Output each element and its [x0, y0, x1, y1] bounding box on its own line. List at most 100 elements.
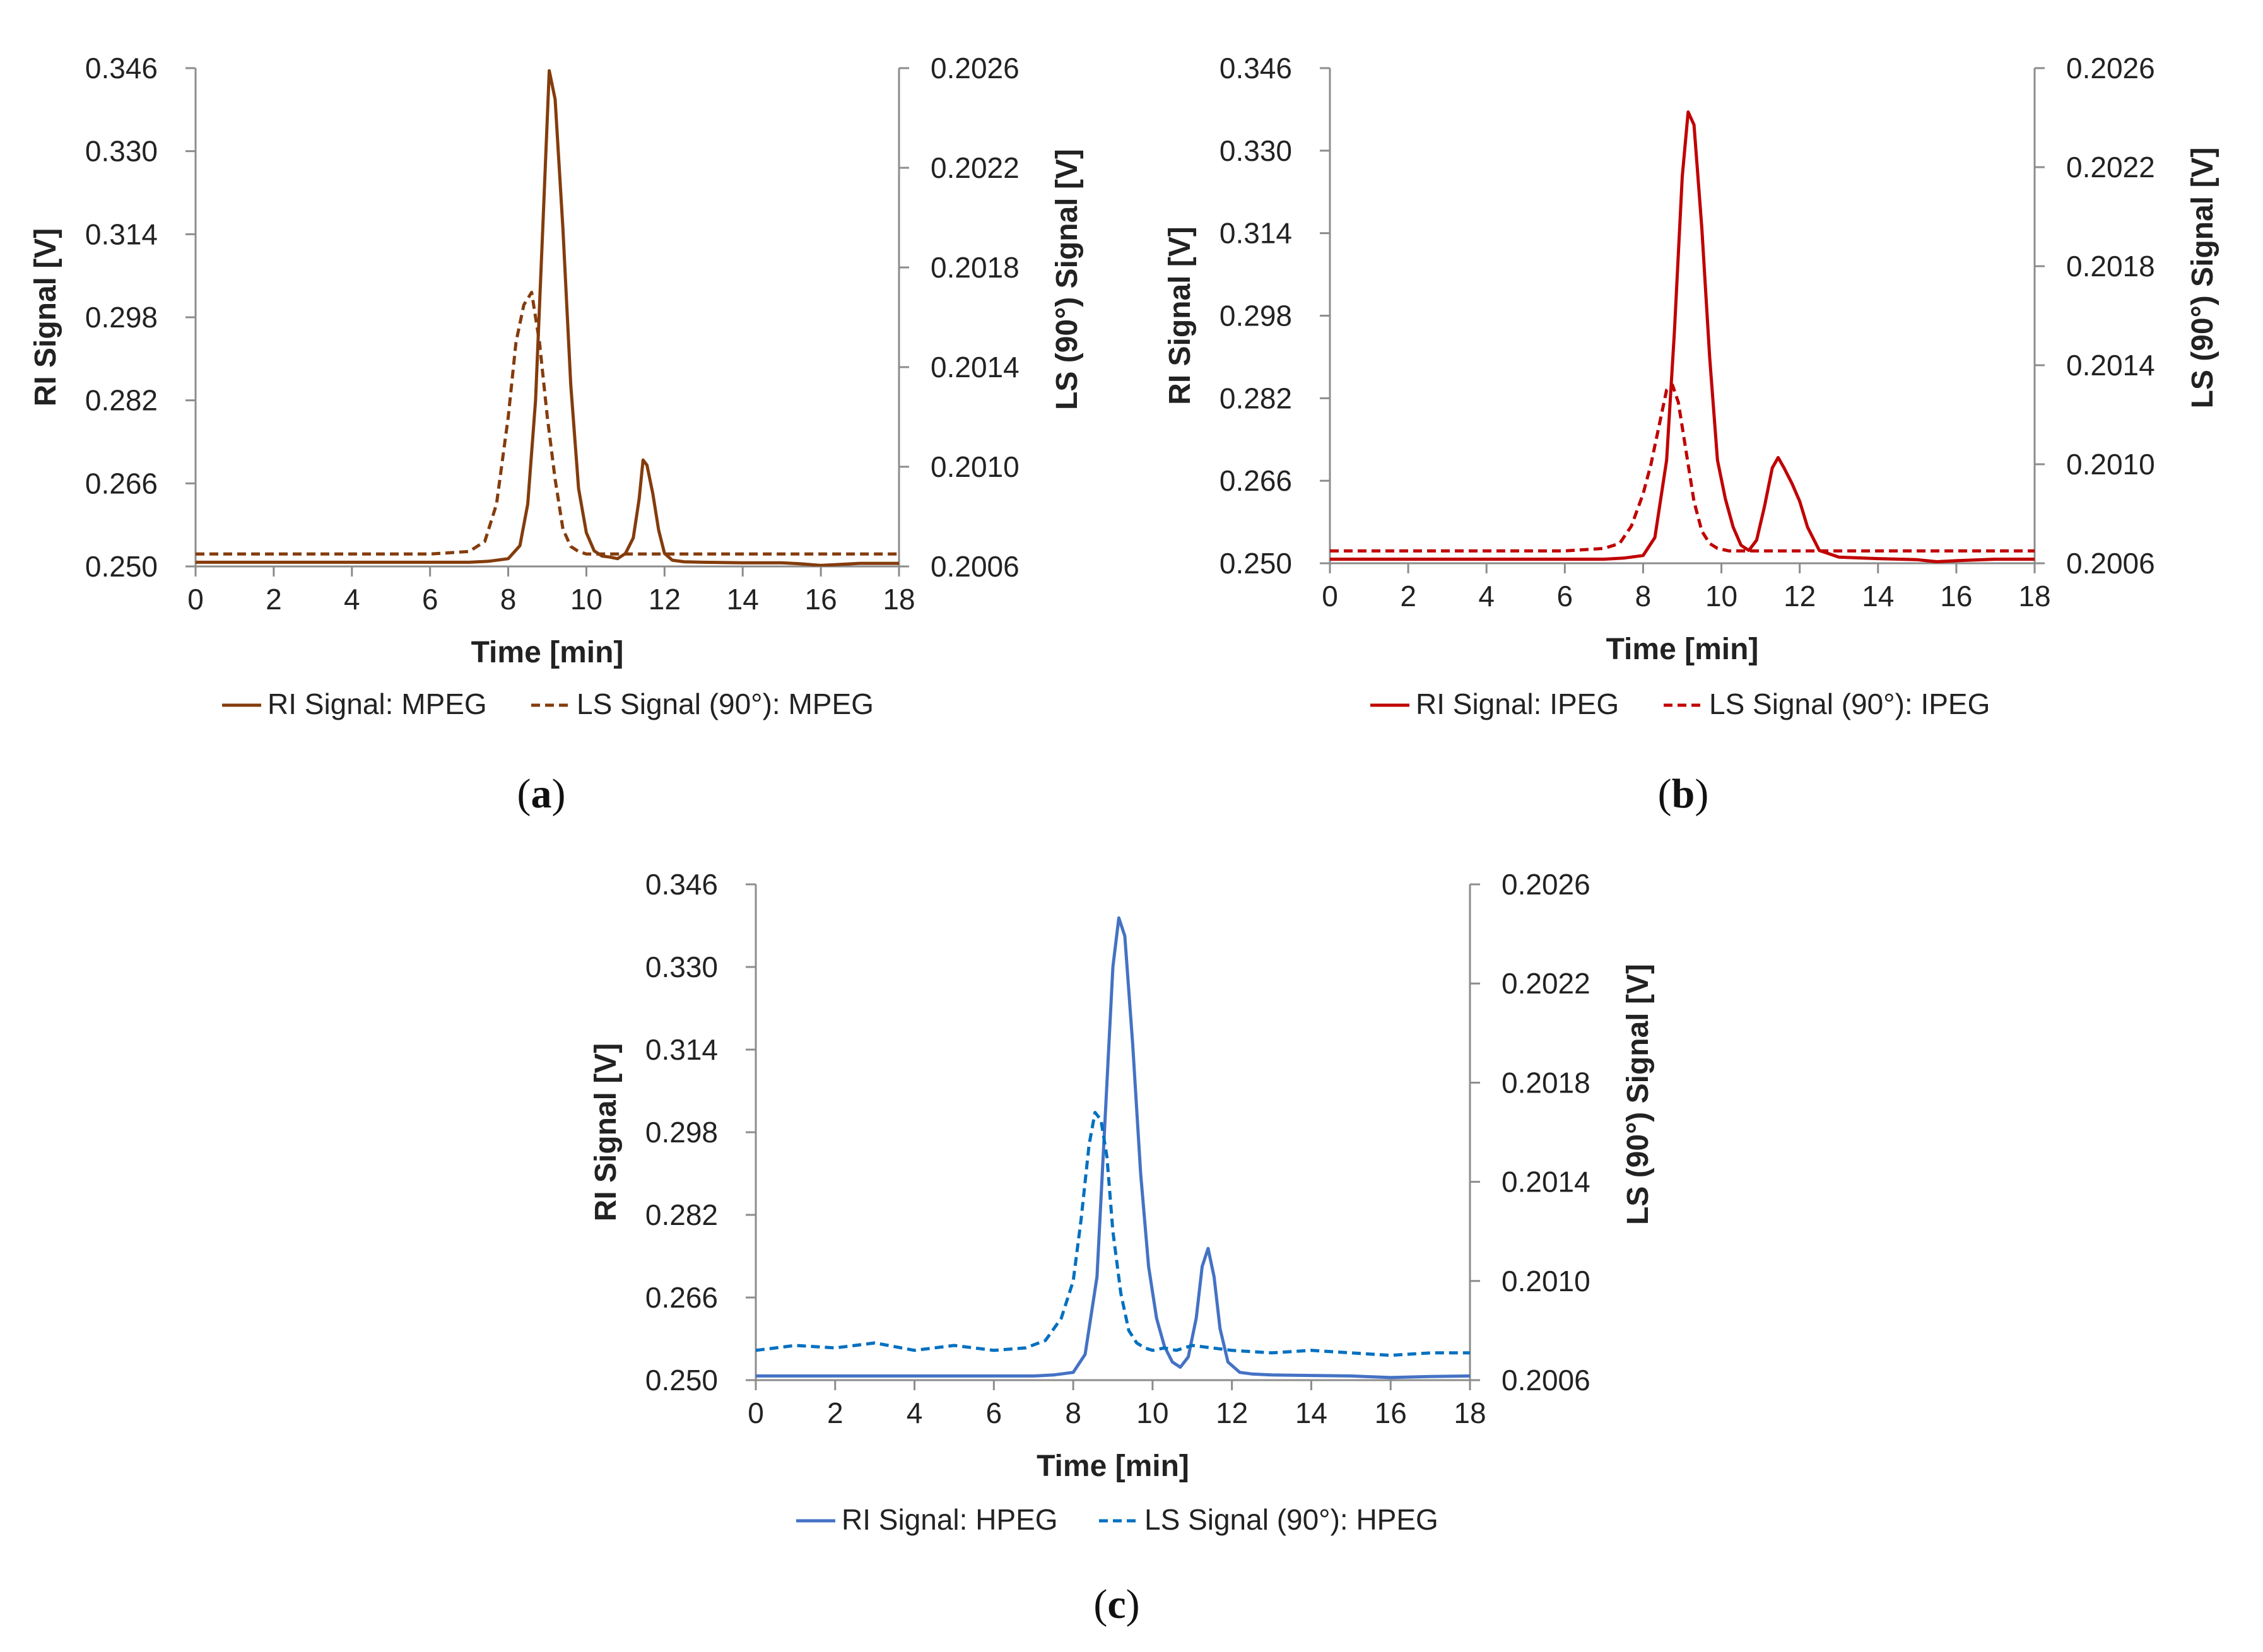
x-tick-label: 10 [570, 583, 602, 616]
y-tick-label: 0.266 [1220, 464, 1292, 497]
x-tick-label: 4 [907, 1397, 923, 1429]
y-tick-label: 0.282 [85, 384, 158, 417]
x-tick-label: 10 [1136, 1397, 1168, 1429]
y-tick-label: 0.298 [85, 301, 158, 334]
y-tick-label: 0.330 [645, 951, 718, 983]
caption-paren-close: ) [1126, 1581, 1140, 1627]
y-axis-title: RI Signal [V] [589, 1043, 623, 1222]
y-tick-label: 0.266 [85, 467, 158, 500]
x-tick-label: 4 [344, 583, 360, 616]
panel-caption: (c) [1093, 1581, 1139, 1627]
legend-label: RI Signal: MPEG [267, 688, 487, 720]
y2-tick-label: 0.2018 [2066, 250, 2155, 283]
y-axis-title: RI Signal [V] [1163, 226, 1197, 405]
x-tick-label: 18 [2018, 580, 2050, 612]
y2-tick-label: 0.2006 [931, 550, 1020, 583]
y-tick-label: 0.282 [1220, 382, 1292, 414]
x-axis-title: Time [min] [1606, 633, 1759, 666]
y-tick-label: 0.250 [645, 1364, 718, 1397]
panel-caption: (b) [1658, 771, 1709, 817]
y2-tick-label: 0.2006 [2066, 547, 2155, 580]
x-tick-label: 2 [827, 1397, 843, 1429]
x-axis-title: Time [min] [1037, 1450, 1189, 1483]
panel-b: 0 2 4 6 8 10 12 14 16 18 0.250 0.266 0.282 0.298 0.314… [1163, 52, 2219, 817]
x-tick-label: 0 [187, 583, 204, 616]
y2-tick-label: 0.2018 [931, 251, 1020, 284]
y2-tick-label: 0.2026 [1502, 868, 1590, 901]
x-tick-label: 0 [1322, 580, 1338, 612]
legend-label: LS Signal (90°): IPEG [1709, 688, 1990, 720]
x-tick-label: 4 [1478, 580, 1495, 612]
y2-tick-label: 0.2014 [931, 351, 1020, 384]
x-tick-label: 18 [1454, 1397, 1486, 1429]
ls-signal-line [196, 291, 899, 556]
panel-caption: (a) [517, 771, 566, 817]
legend-label: RI Signal: HPEG [842, 1503, 1058, 1536]
caption-paren-open: ( [1658, 771, 1672, 817]
x-tick-label: 14 [727, 583, 759, 616]
x-tick-label: 12 [1784, 580, 1816, 612]
x-tick-label: 8 [500, 583, 517, 616]
y2-axis-title: LS (90°) Signal [V] [2186, 148, 2219, 409]
y-tick-label: 0.298 [1220, 300, 1292, 332]
x-tick-label: 6 [1557, 580, 1573, 612]
x-axis-title: Time [min] [471, 636, 624, 669]
y-tick-label: 0.266 [645, 1281, 718, 1314]
y2-tick-label: 0.2026 [2066, 52, 2155, 85]
x-tick-label: 8 [1065, 1397, 1081, 1429]
ri-signal-line [196, 69, 899, 566]
y-tick-label: 0.314 [645, 1033, 718, 1066]
y-tick-label: 0.330 [85, 135, 158, 168]
legend-label: LS Signal (90°): MPEG [577, 688, 874, 720]
y-tick-label: 0.314 [85, 218, 158, 250]
y2-tick-label: 0.2014 [2066, 349, 2155, 382]
y2-axis-title: LS (90°) Signal [V] [1050, 149, 1084, 410]
ls-signal-line [756, 1111, 1470, 1357]
x-tick-label: 6 [422, 583, 438, 616]
panel-c: 0 2 4 6 8 10 12 14 16 18 0.250 0.266 0.282 0.298 0.314… [589, 868, 1655, 1627]
y-tick-label: 0.346 [1220, 52, 1292, 85]
y2-tick-label: 0.2022 [2066, 151, 2155, 184]
caption-paren-close: ) [1695, 771, 1708, 817]
y2-tick-label: 0.2006 [1502, 1364, 1590, 1397]
x-tick-label: 2 [1400, 580, 1416, 612]
y2-tick-label: 0.2010 [1502, 1265, 1590, 1298]
x-tick-label: 16 [805, 583, 837, 616]
legend-label: RI Signal: IPEG [1416, 688, 1619, 720]
y2-tick-label: 0.2018 [1502, 1066, 1590, 1099]
caption-letter: a [531, 771, 552, 817]
caption-letter: c [1107, 1581, 1126, 1627]
x-tick-label: 16 [1940, 580, 1972, 612]
ri-signal-line [756, 916, 1470, 1380]
x-tick-label: 14 [1295, 1397, 1327, 1429]
y-tick-label: 0.250 [1220, 547, 1292, 580]
y-axis-title: RI Signal [V] [29, 228, 62, 407]
y2-tick-label: 0.2022 [1502, 967, 1590, 1000]
caption-paren-close: ) [552, 771, 566, 817]
ls-signal-line [1330, 383, 2035, 553]
x-tick-label: 2 [266, 583, 282, 616]
y2-tick-label: 0.2010 [2066, 448, 2155, 481]
legend-label: LS Signal (90°): HPEG [1144, 1503, 1438, 1536]
y2-tick-label: 0.2022 [931, 151, 1020, 184]
x-tick-label: 6 [986, 1397, 1002, 1429]
y-tick-label: 0.250 [85, 550, 158, 583]
y-tick-label: 0.330 [1220, 134, 1292, 167]
x-tick-label: 10 [1705, 580, 1737, 612]
y2-tick-label: 0.2026 [931, 52, 1020, 85]
y-tick-label: 0.282 [645, 1198, 718, 1231]
x-tick-label: 14 [1862, 580, 1894, 612]
x-tick-label: 8 [1635, 580, 1652, 612]
x-tick-label: 12 [649, 583, 681, 616]
x-tick-label: 0 [748, 1397, 764, 1429]
caption-paren-open: ( [1093, 1581, 1107, 1627]
panel-a: 0 2 4 6 8 10 12 14 16 18 0.250 0.266 0.282 0.298 0.314… [29, 52, 1084, 817]
ri-signal-line [1330, 110, 2035, 563]
x-tick-label: 12 [1216, 1397, 1248, 1429]
y-tick-label: 0.346 [645, 868, 718, 901]
caption-letter: b [1672, 771, 1695, 817]
y-tick-label: 0.298 [645, 1116, 718, 1149]
y-tick-label: 0.346 [85, 52, 158, 85]
y2-tick-label: 0.2010 [931, 450, 1020, 483]
